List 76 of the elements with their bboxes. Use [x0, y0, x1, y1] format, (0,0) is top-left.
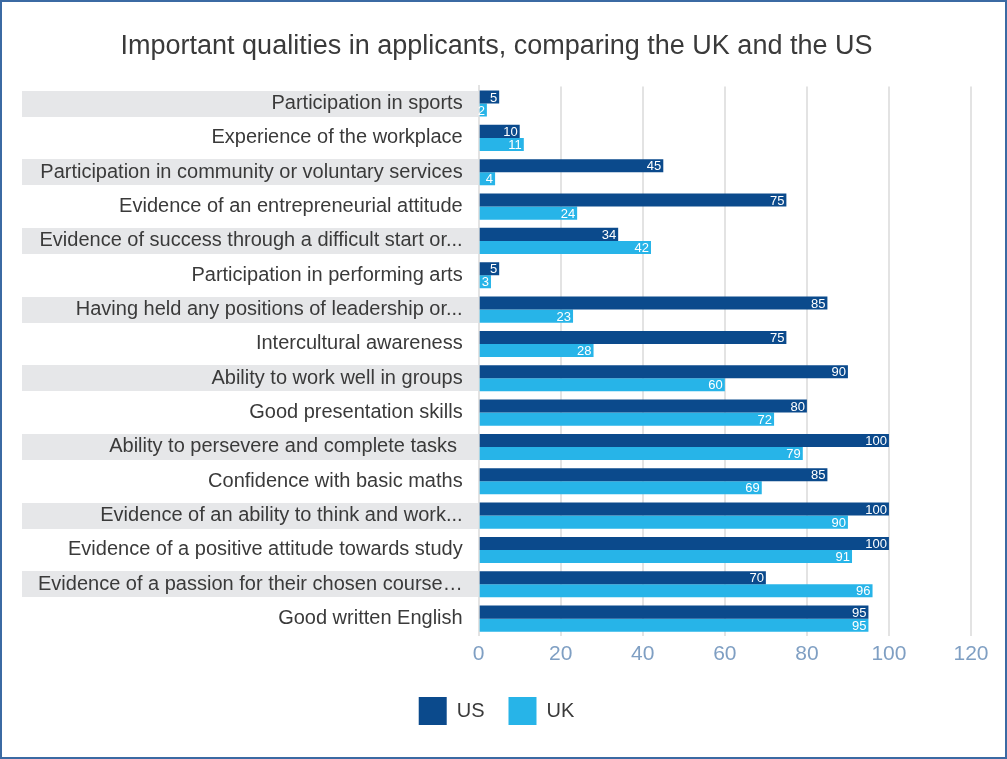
data-label: 11 — [508, 137, 522, 153]
bar — [479, 618, 869, 632]
chart-title: Important qualities in applicants, comparing the UK and the US — [120, 29, 873, 60]
data-label: 45 — [646, 158, 662, 174]
bar — [479, 193, 787, 207]
bar — [479, 137, 524, 151]
data-label: 85 — [810, 467, 826, 483]
x-tick-label: 40 — [631, 641, 655, 665]
data-label: 69 — [745, 480, 760, 496]
data-label: 96 — [856, 583, 871, 599]
y-tick-label: Ability to persevere and complete tasks — [109, 434, 463, 457]
y-tick-label: Evidence of an ability to think and work... — [100, 503, 463, 526]
data-label: 72 — [757, 411, 773, 427]
data-label: 79 — [786, 446, 801, 462]
bar — [479, 605, 869, 619]
x-tick-label: 0 — [472, 641, 485, 665]
x-tick-label: 100 — [871, 641, 907, 665]
data-label: 75 — [769, 192, 785, 208]
y-tick-label: Experience of the workplace — [211, 125, 463, 148]
data-label: 75 — [769, 329, 785, 345]
bar — [479, 309, 574, 323]
data-label: 23 — [556, 308, 572, 324]
bar — [479, 343, 594, 357]
data-label: 5 — [489, 89, 498, 105]
data-label: 91 — [835, 549, 851, 565]
y-tick-label: Participation in performing arts — [191, 262, 463, 285]
data-label: 80 — [790, 398, 805, 414]
data-label: 10 — [503, 123, 518, 139]
bar — [479, 412, 775, 426]
y-tick-label: Good presentation skills — [249, 400, 463, 423]
legend-label: UK — [546, 698, 575, 721]
x-tick-label: 80 — [795, 641, 819, 665]
data-label: 28 — [577, 343, 592, 359]
x-tick-label: 20 — [549, 641, 573, 665]
data-label: 85 — [810, 295, 826, 311]
y-tick-label: Evidence of success through a difficult start or... — [39, 228, 463, 251]
y-tick-label: Participation in community or voluntary services — [40, 159, 463, 182]
bar — [479, 159, 664, 173]
data-label: 42 — [634, 240, 649, 256]
y-tick-label: Ability to work well in groups — [211, 365, 463, 388]
data-label: 100 — [865, 536, 887, 552]
data-label: 100 — [865, 501, 887, 517]
bar — [479, 536, 889, 550]
data-label: 95 — [851, 604, 867, 620]
bar — [479, 571, 766, 585]
x-tick-label: 60 — [713, 641, 737, 665]
bar — [479, 468, 828, 482]
y-tick-label: Confidence with basic maths — [208, 468, 463, 491]
bar — [479, 481, 762, 495]
data-label: 4 — [485, 171, 494, 187]
y-tick-label: Evidence of a positive attitude towards study — [68, 537, 463, 560]
data-label: 3 — [481, 274, 489, 290]
bar — [479, 399, 807, 413]
bar — [479, 378, 725, 392]
data-label: 100 — [865, 433, 887, 448]
y-tick-label: Intercultural awareness — [255, 331, 463, 354]
bar — [479, 240, 651, 254]
legend-label: US — [456, 698, 485, 721]
data-label: 60 — [708, 377, 723, 393]
data-label: 90 — [831, 514, 846, 530]
data-label: 70 — [749, 570, 764, 586]
x-tick-label: 120 — [953, 641, 989, 665]
bar — [479, 206, 578, 220]
y-tick-label: Good written English — [278, 606, 463, 629]
data-label: 34 — [601, 226, 617, 242]
y-tick-label: Evidence of an entrepreneurial attitude — [119, 194, 463, 217]
bar — [479, 227, 619, 241]
data-label: 90 — [831, 364, 846, 380]
y-tick-label: Participation in sports — [271, 91, 463, 114]
data-label: 95 — [851, 617, 867, 633]
y-tick-label: Having held any positions of leadership or... — [75, 297, 463, 320]
bar — [479, 549, 853, 564]
y-tick-label: Evidence of a passion for their chosen course… — [37, 571, 463, 594]
data-label: 24 — [560, 205, 576, 221]
bar — [479, 330, 787, 344]
data-label: 5 — [489, 261, 498, 277]
